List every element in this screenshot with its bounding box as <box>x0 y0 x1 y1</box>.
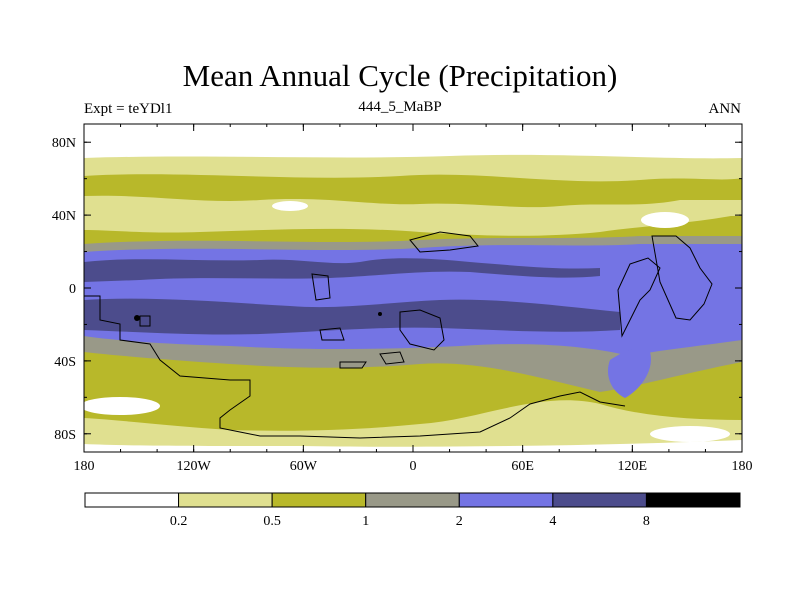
colorbar-label: 2 <box>456 514 463 529</box>
y-tick-label: 80N <box>52 136 76 151</box>
contour-white-patch <box>84 397 160 415</box>
coastline <box>139 315 151 327</box>
x-tick-label: 120E <box>618 459 648 474</box>
coastline <box>339 361 367 369</box>
contour-black-spot <box>134 315 140 321</box>
colorbar-label: 8 <box>643 514 650 529</box>
contour-black-spot <box>378 312 382 316</box>
contour-dark-purple-north <box>84 258 600 282</box>
colorbar-label: 0.2 <box>170 514 188 529</box>
chart-title: Mean Annual Cycle (Precipitation) <box>182 58 618 93</box>
contour-white-patch <box>272 201 308 211</box>
x-tick-label: 60E <box>511 459 534 474</box>
x-axis: 180 120W 60W 0 60E 120E 180 <box>74 124 753 474</box>
colorbar-swatch <box>458 492 554 508</box>
coastline <box>379 351 405 365</box>
x-tick-label: 120W <box>177 459 212 474</box>
contour-light-yellow-nh <box>84 195 742 236</box>
x-tick-label: 60W <box>290 459 318 474</box>
colorbar-swatch <box>178 492 273 508</box>
colorbar: 0.2 0.5 1 2 4 8 <box>84 492 741 529</box>
y-axis: 80N 40N 0 40S 80S <box>52 136 742 443</box>
colorbar-label: 0.5 <box>263 514 281 529</box>
contour-light-purple-sw <box>607 348 651 398</box>
coastline <box>84 295 626 439</box>
contour-white-patch <box>641 212 689 228</box>
season-label: ANN <box>708 101 742 117</box>
x-tick-label: 0 <box>410 459 417 474</box>
x-tick-label: 180 <box>74 459 95 474</box>
coastline <box>319 327 345 341</box>
y-tick-label: 0 <box>69 282 76 297</box>
x-tick-label: 180 <box>732 459 753 474</box>
y-tick-label: 40S <box>54 355 76 370</box>
coastline <box>311 273 331 301</box>
coastline <box>651 235 713 321</box>
contour-dark-purple-south <box>84 298 620 335</box>
precipitation-field <box>84 124 742 452</box>
coastline <box>399 309 445 351</box>
colorbar-swatch <box>365 492 460 508</box>
colorbar-swatch <box>84 492 180 508</box>
coastlines <box>84 231 713 439</box>
y-tick-label: 40N <box>52 209 76 224</box>
coastline <box>617 257 661 338</box>
colorbar-swatch <box>552 492 647 508</box>
colorbar-label: 4 <box>549 514 556 529</box>
colorbar-label: 1 <box>362 514 369 529</box>
colorbar-swatch <box>271 492 367 508</box>
y-tick-label: 80S <box>54 428 76 443</box>
period-label: 444_5_MaBP <box>358 99 442 115</box>
colorbar-swatch <box>645 492 741 508</box>
contour-white-patch <box>650 426 730 442</box>
experiment-label: Expt = teYDl1 <box>84 101 173 117</box>
coastline <box>409 231 479 253</box>
